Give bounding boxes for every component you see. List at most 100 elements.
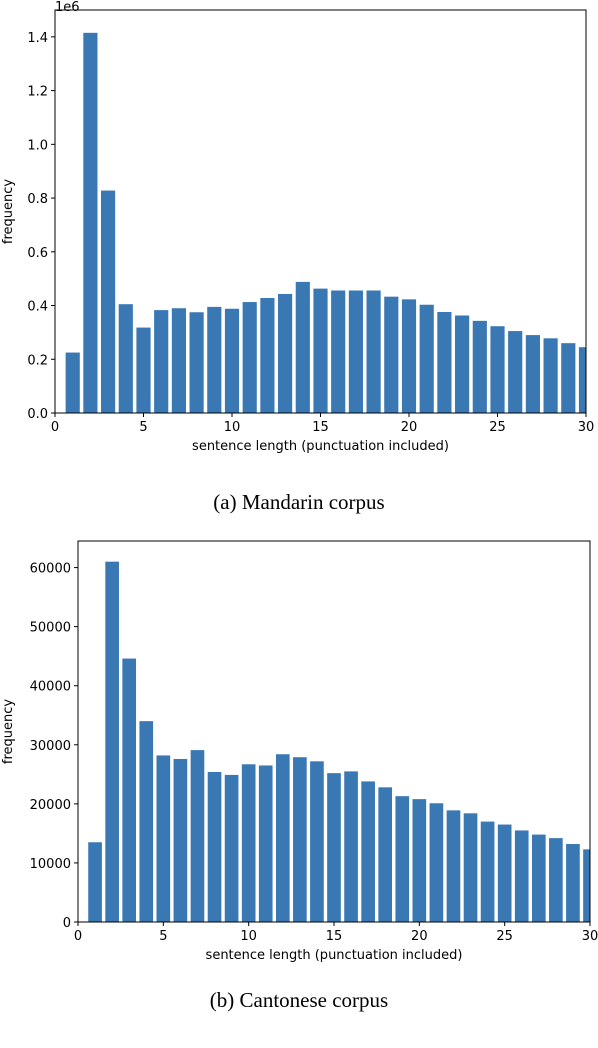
mandarin-chart: 0 5 10 15 20 25 30 0.0 0.2 0.4 0.6 0.8 1.0 1.2 1.4 1e… — [1, 0, 594, 454]
cantonese-x-tick-label: 5 — [159, 929, 167, 944]
cantonese-bar — [275, 754, 290, 922]
mandarin-y-tick-label: 0.2 — [27, 353, 48, 368]
cantonese-bar — [105, 561, 119, 922]
mandarin-bar — [189, 312, 204, 413]
mandarin-bar — [578, 347, 586, 413]
cantonese-bar — [310, 761, 324, 922]
cantonese-bar — [207, 771, 222, 922]
mandarin-bar — [207, 306, 222, 413]
mandarin-y-ticks: 0.0 0.2 0.4 0.6 0.8 1.0 1.2 1.4 — [27, 31, 55, 422]
mandarin-bar — [242, 302, 257, 413]
cantonese-x-tick-label: 30 — [582, 929, 598, 944]
mandarin-bar — [101, 190, 116, 413]
cantonese-bar — [463, 813, 478, 922]
mandarin-bar — [313, 288, 328, 413]
mandarin-y-tick-label: 1.2 — [27, 85, 48, 100]
cantonese-bar — [361, 781, 375, 922]
mandarin-x-tick-label: 5 — [139, 420, 147, 435]
mandarin-bar — [118, 304, 133, 413]
mandarin-bar — [472, 320, 487, 413]
cantonese-y-axis-label: frequency — [1, 699, 16, 765]
cantonese-bar — [293, 757, 307, 922]
cantonese-bar — [173, 758, 188, 922]
cantonese-bar — [531, 834, 546, 922]
mandarin-bar — [154, 310, 169, 413]
cantonese-y-tick-label: 60000 — [30, 562, 71, 577]
cantonese-bar — [88, 842, 102, 922]
cantonese-x-tick-label: 0 — [74, 929, 82, 944]
mandarin-bar — [543, 338, 558, 413]
mandarin-y-tick-label: 1.4 — [27, 31, 48, 46]
mandarin-x-tick-label: 25 — [489, 420, 506, 435]
mandarin-bar — [419, 304, 434, 413]
cantonese-bar — [241, 764, 256, 922]
cantonese-caption: (b) Cantonese corpus — [209, 988, 389, 1012]
mandarin-bar — [401, 299, 417, 413]
cantonese-bar — [156, 755, 171, 922]
mandarin-bar — [348, 290, 363, 413]
cantonese-bar — [429, 803, 444, 922]
cantonese-x-tick-label: 15 — [326, 929, 343, 944]
mandarin-bar — [437, 311, 452, 413]
mandarin-bar — [331, 290, 346, 413]
mandarin-y-scale-label: 1e6 — [55, 0, 80, 15]
cantonese-y-ticks: 0 10000 20000 30000 40000 50000 60000 — [30, 562, 78, 931]
cantonese-x-axis-label: sentence length (punctuation included) — [206, 948, 463, 963]
cantonese-bar — [497, 824, 512, 922]
cantonese-bar — [566, 844, 580, 922]
cantonese-bar — [480, 821, 495, 922]
mandarin-x-tick-label: 10 — [224, 420, 241, 435]
mandarin-caption: (a) Mandarin corpus — [213, 490, 385, 514]
cantonese-bar — [583, 849, 590, 922]
cantonese-bar — [514, 830, 529, 922]
cantonese-x-ticks: 0 5 10 15 20 25 30 — [74, 922, 598, 944]
mandarin-x-tick-label: 0 — [51, 420, 59, 435]
mandarin-y-tick-label: 0.0 — [27, 407, 48, 422]
mandarin-bar — [65, 352, 80, 413]
mandarin-bar — [508, 331, 523, 413]
cantonese-bar — [122, 658, 137, 922]
cantonese-y-tick-label: 0 — [63, 916, 71, 931]
mandarin-bar — [525, 335, 540, 413]
mandarin-bar — [136, 327, 151, 413]
cantonese-chart: 0 5 10 15 20 25 30 0 10000 20000 30000 40000 50000 6… — [1, 540, 598, 963]
mandarin-bar — [384, 296, 399, 413]
mandarin-y-tick-label: 0.6 — [27, 246, 48, 261]
mandarin-bar — [260, 298, 275, 413]
cantonese-y-tick-label: 10000 — [30, 857, 71, 872]
cantonese-bar — [258, 765, 273, 922]
cantonese-y-tick-label: 20000 — [30, 798, 71, 813]
cantonese-bar — [395, 796, 410, 922]
mandarin-x-axis-label: sentence length (punctuation included) — [192, 439, 449, 454]
mandarin-bar — [278, 293, 293, 413]
cantonese-bars — [88, 561, 590, 922]
cantonese-y-tick-label: 50000 — [30, 621, 71, 636]
mandarin-x-tick-label: 15 — [312, 420, 329, 435]
cantonese-bar — [224, 774, 239, 922]
cantonese-bar — [378, 787, 393, 922]
mandarin-y-axis-label: frequency — [1, 179, 16, 245]
mandarin-y-tick-label: 1.0 — [27, 138, 48, 153]
mandarin-bars — [65, 32, 586, 413]
mandarin-x-tick-label: 20 — [401, 420, 418, 435]
mandarin-y-tick-label: 0.8 — [27, 192, 48, 207]
mandarin-plot-frame — [54, 9, 587, 414]
mandarin-bar — [83, 32, 98, 413]
cantonese-bar — [190, 750, 205, 922]
mandarin-bar — [224, 308, 240, 413]
mandarin-bar — [171, 308, 186, 413]
cantonese-x-tick-label: 20 — [411, 929, 428, 944]
cantonese-x-tick-label: 10 — [240, 929, 257, 944]
cantonese-y-tick-label: 30000 — [30, 739, 71, 754]
mandarin-x-tick-label: 30 — [578, 420, 595, 435]
cantonese-bar — [412, 799, 427, 922]
mandarin-bar — [490, 326, 505, 413]
mandarin-bar — [366, 290, 381, 413]
cantonese-bar — [549, 838, 563, 922]
mandarin-x-ticks: 0 5 10 15 20 25 30 — [51, 413, 594, 435]
cantonese-bar — [327, 773, 341, 922]
cantonese-x-tick-label: 25 — [496, 929, 513, 944]
cantonese-bar — [344, 771, 358, 922]
mandarin-bar — [561, 343, 576, 413]
